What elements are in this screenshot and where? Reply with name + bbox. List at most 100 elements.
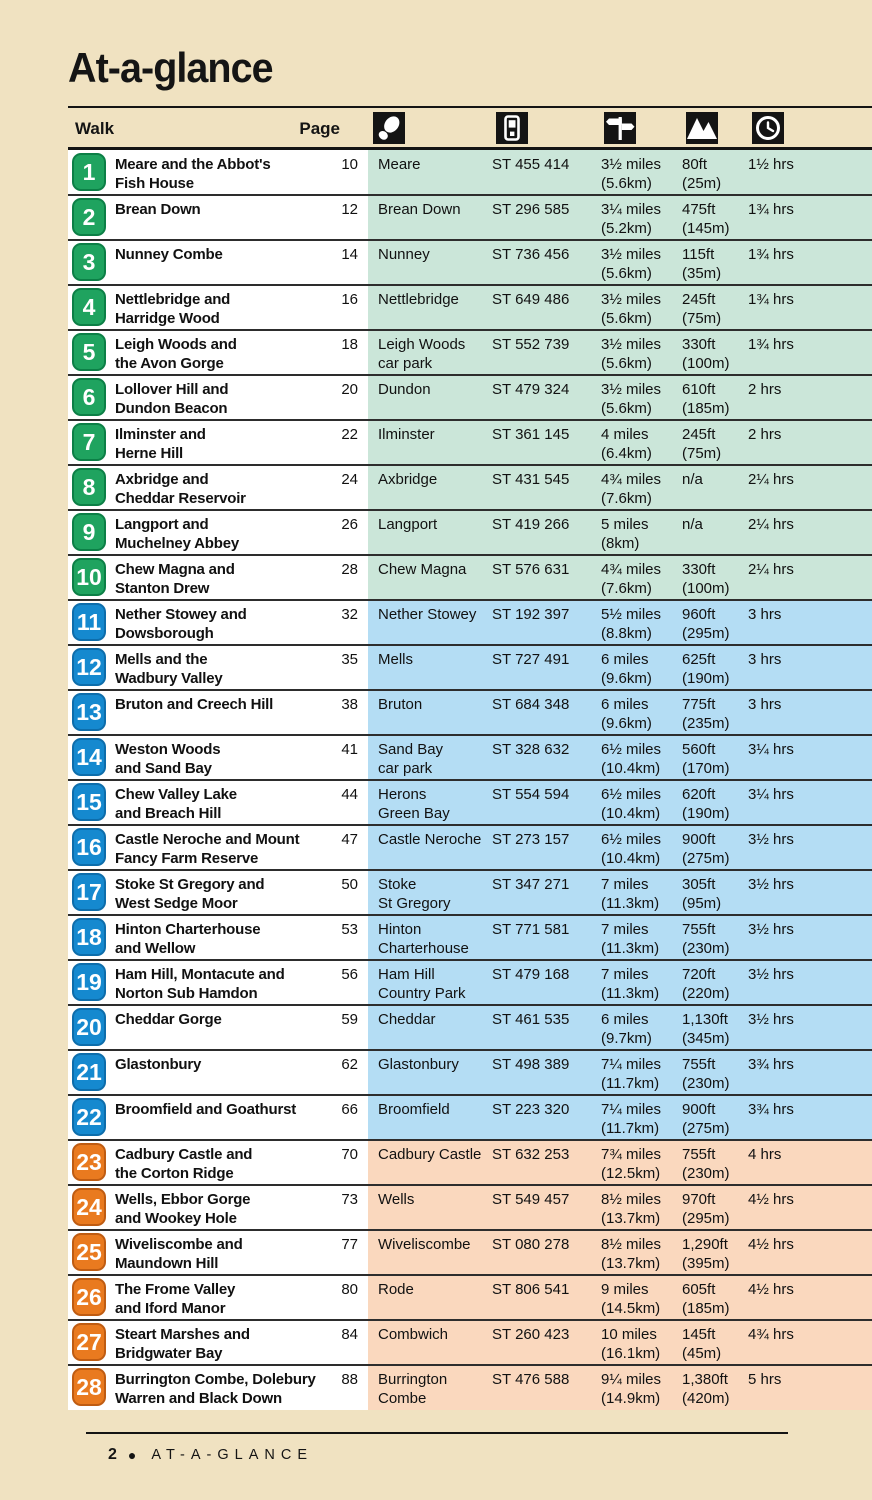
grid-reference: ST 576 631 — [492, 561, 570, 578]
walk-name: Cadbury Castle and the Corton Ridge — [115, 1146, 253, 1182]
page-number: 12 — [341, 201, 358, 218]
table-row: 28 Burrington Combe, Dolebury Warren and… — [68, 1364, 872, 1410]
page-number: 32 — [341, 606, 358, 623]
grid-reference: ST 461 535 — [492, 1011, 570, 1028]
ascent: 305ft (95m) — [682, 876, 722, 912]
ascent: 605ft (185m) — [682, 1281, 730, 1317]
row-tint-panel — [368, 1320, 872, 1365]
duration: 3½ hrs — [748, 1011, 794, 1028]
walk-number-badge: 19 — [72, 963, 106, 1001]
walk-name: Meare and the Abbot's Fish House — [115, 156, 271, 192]
distance: 9 miles (14.5km) — [601, 1281, 661, 1317]
page-number: 84 — [341, 1326, 358, 1343]
distance: 7 miles (11.3km) — [601, 921, 660, 957]
table-row: 6 Lollover Hill and Dundon Beacon 20 Dun… — [68, 374, 872, 420]
walk-name: Bruton and Creech Hill — [115, 696, 274, 713]
page-number: 53 — [341, 921, 358, 938]
row-tint-panel — [368, 510, 872, 555]
table-row: 15 Chew Valley Lake and Breach Hill 44 H… — [68, 779, 872, 825]
page-number: 35 — [341, 651, 358, 668]
distance: 4 miles (6.4km) — [601, 426, 652, 462]
distance: 10 miles (16.1km) — [601, 1326, 661, 1362]
ascent: 330ft (100m) — [682, 561, 730, 597]
start-point: Meare — [378, 156, 421, 173]
page-title: At-a-glance — [68, 44, 274, 91]
walk-name: Cheddar Gorge — [115, 1011, 222, 1028]
walk-number-badge: 22 — [72, 1098, 106, 1136]
table-row: 18 Hinton Charterhouse and Wellow 53 Hin… — [68, 914, 872, 960]
walk-name: Weston Woods and Sand Bay — [115, 741, 221, 777]
distance: 5 miles (8km) — [601, 516, 649, 552]
page-number: 26 — [341, 516, 358, 533]
grid-reference: ST 192 397 — [492, 606, 570, 623]
walk-number-badge: 14 — [72, 738, 106, 776]
grid-reference: ST 549 457 — [492, 1191, 570, 1208]
walk-number-badge: 24 — [72, 1188, 106, 1226]
distance: 6 miles (9.7km) — [601, 1011, 652, 1047]
table-row: 17 Stoke St Gregory and West Sedge Moor … — [68, 869, 872, 915]
grid-reference: ST 223 320 — [492, 1101, 570, 1118]
walk-number-badge: 1 — [72, 153, 106, 191]
start-point: Wells — [378, 1191, 415, 1208]
grid-reference: ST 260 423 — [492, 1326, 570, 1343]
ascent: 80ft (25m) — [682, 156, 722, 192]
page-number: 41 — [341, 741, 358, 758]
page-number: 50 — [341, 876, 358, 893]
row-white-panel — [68, 825, 368, 870]
grid-reference: ST 632 253 — [492, 1146, 570, 1163]
row-white-panel — [68, 690, 368, 735]
table-row: 27 Steart Marshes and Bridgwater Bay 84 … — [68, 1319, 872, 1365]
table-row: 11 Nether Stowey and Dowsborough 32 Neth… — [68, 599, 872, 645]
grid-reference: ST 684 348 — [492, 696, 570, 713]
start-point: Herons Green Bay — [378, 786, 450, 822]
distance: 3½ miles (5.6km) — [601, 156, 662, 192]
page-number: 80 — [341, 1281, 358, 1298]
walk-number-badge: 23 — [72, 1143, 106, 1181]
walk-name: Nunney Combe — [115, 246, 223, 263]
walk-name: Chew Valley Lake and Breach Hill — [115, 786, 237, 822]
walk-number-badge: 15 — [72, 783, 106, 821]
distance: 7¼ miles (11.7km) — [601, 1056, 662, 1092]
walk-number-badge: 10 — [72, 558, 106, 596]
distance: 6½ miles (10.4km) — [601, 831, 662, 867]
table-row: 8 Axbridge and Cheddar Reservoir 24 Axbr… — [68, 464, 872, 510]
start-point: Bruton — [378, 696, 423, 713]
duration: 3 hrs — [748, 696, 782, 713]
page-number: 70 — [341, 1146, 358, 1163]
duration: 3½ hrs — [748, 966, 794, 983]
walk-name: Mells and the Wadbury Valley — [115, 651, 223, 687]
page-number: 22 — [341, 426, 358, 443]
row-tint-panel — [368, 1275, 872, 1320]
grid-reference: ST 296 585 — [492, 201, 570, 218]
table-row: 14 Weston Woods and Sand Bay 41 Sand Bay… — [68, 734, 872, 780]
footer-section-label: AT-A-GLANCE — [151, 1447, 313, 1463]
row-white-panel — [68, 1230, 368, 1275]
table-row: 2 Brean Down 12 Brean Down ST 296 585 3¼… — [68, 194, 872, 240]
row-white-panel — [68, 1050, 368, 1095]
distance: 5½ miles (8.8km) — [601, 606, 662, 642]
page-number: 18 — [341, 336, 358, 353]
row-white-panel — [68, 150, 368, 195]
grid-reference: ST 498 389 — [492, 1056, 570, 1073]
walk-name: Burrington Combe, Dolebury Warren and Bl… — [115, 1371, 316, 1407]
row-white-panel — [68, 555, 368, 600]
ascent: 775ft (235m) — [682, 696, 730, 732]
page-number: 28 — [341, 561, 358, 578]
walk-number-badge: 8 — [72, 468, 106, 506]
start-point: Stoke St Gregory — [378, 876, 451, 912]
start-point: Chew Magna — [378, 561, 467, 578]
row-tint-panel — [368, 600, 872, 645]
walk-number-badge: 20 — [72, 1008, 106, 1046]
table-row: 21 Glastonbury 62 Glastonbury ST 498 389… — [68, 1049, 872, 1095]
signpost-icon — [604, 112, 636, 144]
start-point: Castle Neroche — [378, 831, 482, 848]
walk-name: Stoke St Gregory and West Sedge Moor — [115, 876, 265, 912]
row-white-panel — [68, 375, 368, 420]
walk-number-badge: 18 — [72, 918, 106, 956]
row-tint-panel — [368, 825, 872, 870]
table-row: 13 Bruton and Creech Hill 38 Bruton ST 6… — [68, 689, 872, 735]
walk-name: Broomfield and Goathurst — [115, 1101, 297, 1118]
row-white-panel — [68, 195, 368, 240]
ascent: 755ft (230m) — [682, 1146, 730, 1182]
start-point: Brean Down — [378, 201, 461, 218]
